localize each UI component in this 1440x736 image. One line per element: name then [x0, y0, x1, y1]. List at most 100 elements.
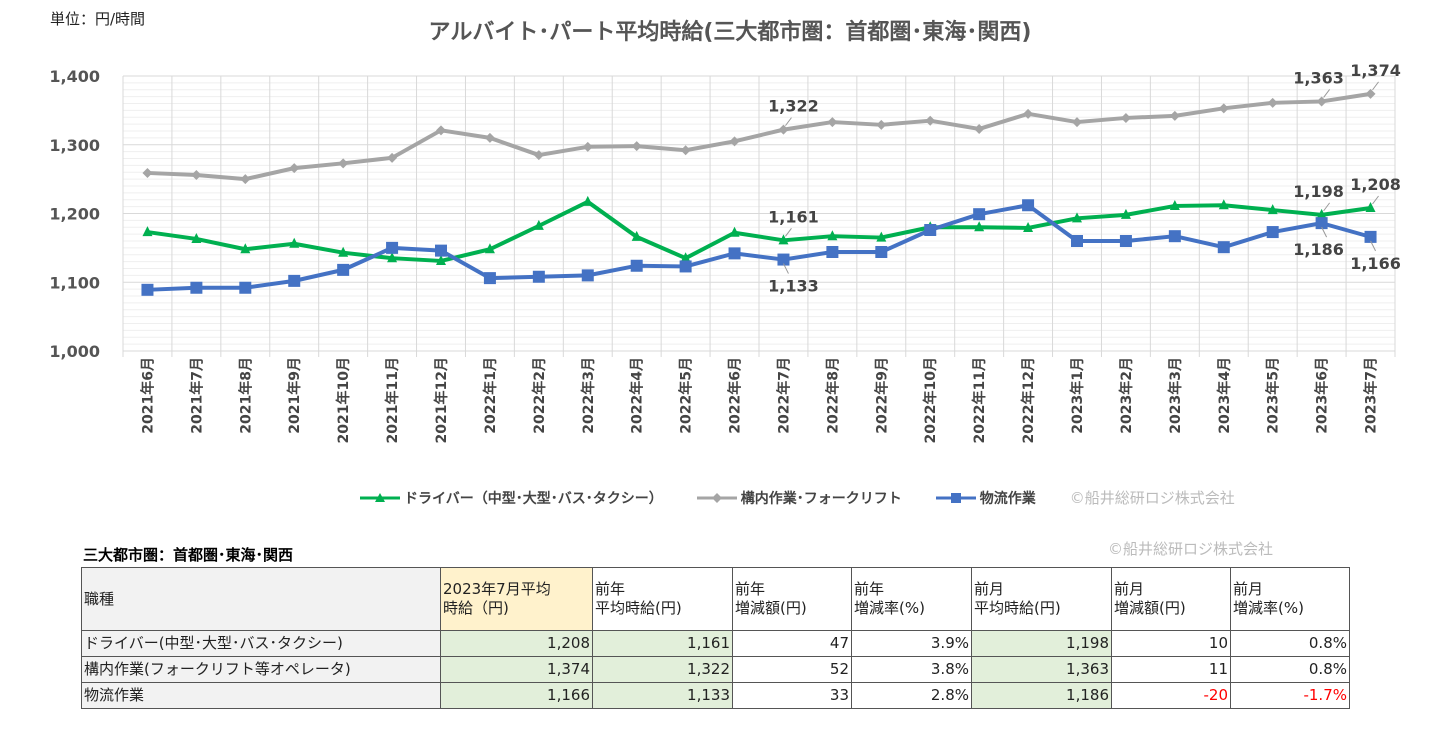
data-point: [778, 124, 789, 135]
data-point: [533, 150, 544, 161]
value-cell: 11: [1111, 656, 1231, 683]
data-point: [1168, 230, 1181, 243]
value-cell: 1,374: [440, 656, 593, 683]
value-cell: 1,363: [971, 656, 1112, 683]
column-header: 2023年7月平均 時給（円): [440, 567, 593, 631]
x-tick-label: 2022年11月: [971, 357, 988, 443]
data-point: [338, 246, 349, 257]
data-point: [1218, 103, 1229, 114]
data-point: [483, 272, 496, 285]
x-tick-label: 2023年1月: [1069, 357, 1086, 434]
value-cell: 1,133: [592, 682, 733, 709]
header-line: 前年: [735, 580, 766, 598]
y-tick-label: 1,300: [49, 136, 100, 155]
data-point: [631, 230, 642, 241]
label-leader: [1321, 226, 1328, 238]
x-tick-label: 2023年2月: [1118, 357, 1135, 434]
data-point: [680, 252, 691, 263]
data-point: [337, 263, 350, 276]
data-label: 1,198: [1293, 182, 1344, 201]
value-cell: 1,166: [440, 682, 593, 709]
series-2: 1,133 1,186 1,166: [141, 199, 1401, 296]
header-line: 前年: [854, 580, 885, 598]
data-point: [1169, 110, 1180, 121]
job-type-cell: ドライバー(中型･大型･バス･タクシー): [81, 630, 441, 657]
x-tick-label: 2023年3月: [1167, 357, 1184, 434]
header-line: 2023年7月平均: [443, 580, 551, 598]
data-point: [142, 167, 153, 178]
data-point: [338, 158, 349, 169]
data-point: [924, 224, 937, 236]
legend-label: ドライバー（中型･大型･バス･タクシー）: [404, 490, 663, 507]
data-point: [1267, 204, 1278, 215]
x-tick-label: 2022年7月: [775, 357, 792, 434]
value-cell: 1,208: [440, 630, 593, 657]
data-point: [240, 243, 251, 254]
label-leader: [1372, 195, 1379, 205]
header-line: 平均時給(円): [595, 599, 682, 617]
data-point: [680, 145, 691, 156]
value-cell: -20: [1111, 682, 1231, 709]
data-point: [778, 234, 789, 245]
column-header: 前月 平均時給(円): [971, 567, 1112, 631]
unit-label: 単位：円/時間: [50, 10, 146, 28]
column-header: 前月 増減率(%): [1230, 567, 1350, 631]
series-line: [147, 91, 1371, 182]
value-cell: 1,161: [592, 630, 733, 657]
square-marker-icon: [935, 492, 976, 503]
diamond-marker-icon: [696, 492, 737, 503]
data-point: [582, 141, 593, 152]
data-point: [729, 226, 740, 237]
table-row: 構内作業(フォークリフト等オペレータ) 1,374 1,322 52 3.8% 1,363…: [81, 656, 1350, 683]
data-point: [1023, 221, 1034, 232]
data-point: [435, 244, 447, 257]
table-caption: 三大都市圏：首都圏･東海･関西: [83, 546, 294, 564]
data-point: [1316, 96, 1327, 107]
label-leader: [785, 117, 792, 126]
data-point: [240, 174, 251, 185]
column-header: 前月 増減額(円): [1111, 567, 1231, 631]
triangle-marker-icon: [360, 492, 400, 502]
data-point: [826, 246, 839, 258]
series-0: 1,161 1,198 1,208: [142, 175, 1401, 265]
job-type-cell: 構内作業(フォークリフト等オペレータ): [81, 656, 441, 683]
x-tick-label: 2022年9月: [873, 357, 890, 434]
data-label: 1,208: [1350, 175, 1401, 194]
value-cell: 0.8%: [1230, 656, 1350, 683]
data-point: [679, 260, 692, 273]
x-tick-label: 2022年8月: [824, 357, 841, 434]
value-cell: 1,322: [592, 656, 733, 683]
data-label: 1,161: [768, 207, 819, 226]
data-point: [875, 246, 888, 258]
legend-item-driver: ドライバー（中型･大型･バス･タクシー）: [360, 488, 663, 508]
data-point: [1217, 241, 1230, 254]
series-line: [147, 199, 1371, 263]
x-tick-label: 2021年11月: [384, 357, 401, 443]
legend-label: 物流作業: [979, 490, 1036, 507]
y-tick-label: 1,200: [49, 205, 100, 224]
x-tick-label: 2023年4月: [1216, 357, 1233, 434]
data-point: [1365, 202, 1376, 212]
x-tick-label: 2022年5月: [678, 357, 695, 434]
data-point: [1022, 199, 1035, 212]
header-line: 前年: [595, 580, 626, 598]
wage-table: 職種 2023年7月平均 時給（円) 前年 平均時給(円) 前年 増減額(円) 前年 増減率(%…: [81, 567, 1350, 709]
data-point: [1267, 97, 1278, 108]
column-header: 前年 増減額(円): [732, 567, 852, 631]
data-point: [1023, 108, 1034, 119]
data-point: [973, 208, 986, 221]
header-line: 時給（円): [443, 599, 509, 617]
data-point: [386, 241, 399, 254]
x-tick-label: 2022年3月: [580, 357, 597, 434]
value-cell: 3.9%: [851, 630, 972, 657]
label-leader: [1372, 81, 1379, 91]
label-leader: [1323, 89, 1331, 98]
value-cell: 1,186: [971, 682, 1112, 709]
legend-item-forklift: 構内作業･フォークリフト: [696, 488, 902, 508]
data-point: [1071, 235, 1083, 247]
data-point: [239, 281, 252, 294]
x-tick-label: 2023年7月: [1363, 357, 1380, 434]
y-tick-label: 1,100: [49, 273, 100, 292]
data-point: [630, 259, 643, 272]
data-point: [974, 123, 985, 134]
